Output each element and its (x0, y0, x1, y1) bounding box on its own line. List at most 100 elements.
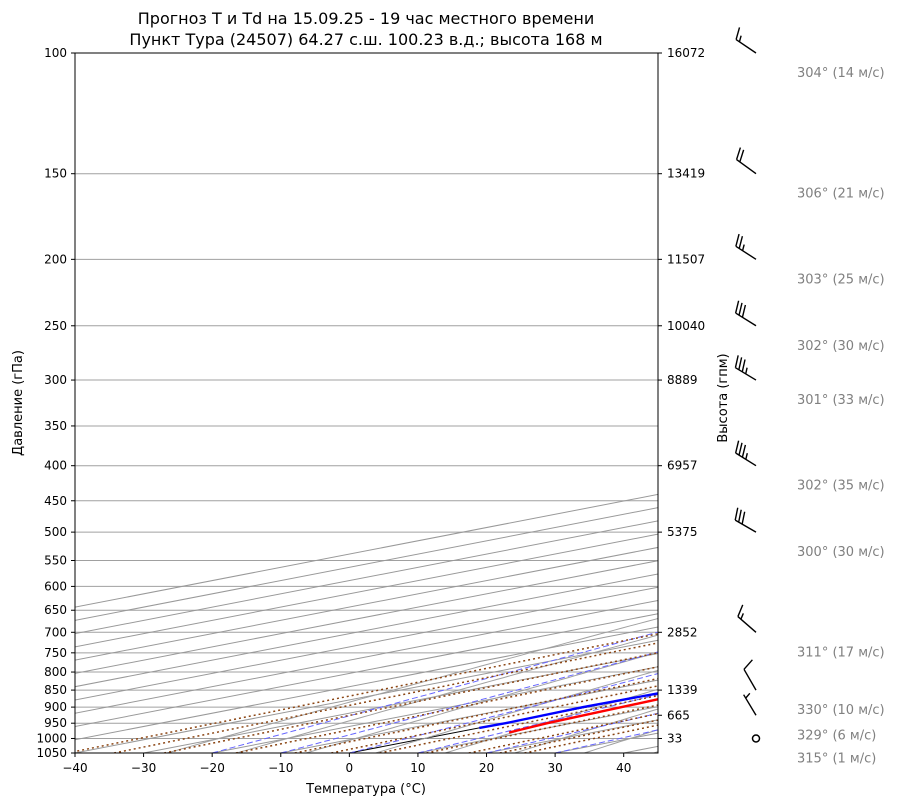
y-tick-label: 250 (44, 319, 67, 333)
wind-barb-feather (738, 442, 743, 456)
wind-barb-half-feather (738, 35, 742, 43)
background-lines (75, 53, 658, 753)
isotherm-line (143, 653, 658, 753)
height-tick-label: 665 (667, 708, 690, 722)
moist-adiabat-line (280, 651, 658, 753)
isotherm-line (75, 639, 658, 753)
y-tick-label: 450 (44, 494, 67, 508)
y-tick-label: 850 (44, 683, 67, 697)
y-tick-label: 950 (44, 716, 67, 730)
calm-wind-circle (751, 734, 761, 743)
y-tick-label: 350 (44, 419, 67, 433)
wind-barb-feather (734, 507, 739, 521)
wind-barb-feather (743, 659, 753, 670)
mixing-ratio-line (113, 642, 658, 753)
wind-label: 303° (25 м/с) (797, 272, 885, 287)
isotherm-line (75, 507, 658, 621)
wind-barb-feather (738, 302, 743, 316)
mixing-ratio-line (235, 666, 658, 753)
wind-barb (734, 507, 757, 533)
y-tick-label: 500 (44, 525, 67, 539)
wind-label: 306° (21 м/с) (797, 187, 885, 202)
height-tick-label: 6957 (667, 459, 698, 473)
wind-barb-feather (737, 509, 742, 523)
dry-adiabat-line (375, 669, 658, 753)
isotherm-line (75, 533, 658, 648)
wind-barb-feather (741, 359, 746, 372)
x-tick-label: 30 (547, 761, 562, 775)
height-tick-label: 1339 (667, 683, 698, 697)
wind-barb-half-feather (741, 244, 745, 251)
y-tick-label: 800 (44, 665, 67, 679)
wind-barb-feather (734, 300, 740, 314)
wind-barb-feather (734, 440, 740, 454)
y-tick-label: 750 (44, 646, 67, 660)
mixing-ratio-line (164, 651, 658, 753)
isotherm-line (75, 573, 658, 688)
axes: −40 −30 −20 −10 0 10 20 30 40 100 150 200 250 300 350 4… (36, 46, 705, 775)
height-axis-label: Высота (гпм) (716, 353, 731, 442)
wind-barb (735, 27, 757, 54)
height-tick-label: 8889 (667, 373, 698, 387)
mixing-ratio-line (331, 685, 658, 753)
wind-barb-feather (741, 444, 747, 458)
y-tick-label: 600 (44, 579, 67, 593)
chart-title-line1: Прогноз T и Td на 15.09.25 - 19 час мест… (138, 9, 594, 28)
x-axis-label: Температура (°C) (305, 782, 426, 797)
wind-barb-half-feather (745, 367, 748, 375)
wind-label: 304° (14 м/с) (797, 66, 885, 81)
wind-label: 302° (35 м/с) (797, 479, 885, 494)
wind-barb-half-feather (745, 453, 748, 460)
y-tick-label: 900 (44, 700, 67, 714)
isotherm-line (75, 520, 658, 635)
wind-barb-feather (735, 27, 741, 40)
y-tick-label: 100 (44, 46, 67, 60)
wind-barb-feather (738, 357, 743, 370)
wind-barb-staff (743, 668, 757, 691)
wind-label: 311° (17 м/с) (797, 645, 885, 660)
y-tick-label: 1050 (36, 746, 67, 760)
dry-adiabat-line (445, 688, 658, 753)
wind-barb (734, 300, 757, 327)
wind-barb (735, 233, 757, 260)
y-tick-label: 1000 (36, 731, 67, 745)
dry-adiabat-line (236, 634, 658, 753)
wind-barb-feather (735, 233, 740, 247)
wind-barb-feather (738, 236, 744, 249)
isotherm-line (75, 599, 658, 714)
y-axis-label: Давление (гПа) (11, 350, 26, 456)
x-tick-label: −30 (131, 761, 156, 775)
wind-barb-feather (734, 355, 739, 368)
wind-barb-feather (741, 304, 747, 318)
mixing-ratio-line (294, 677, 658, 753)
mixing-ratio-line (524, 724, 658, 753)
wind-barb (743, 659, 757, 691)
wind-label: 329° (6 м/с) (797, 728, 876, 743)
wind-barb-feather (737, 604, 744, 617)
wind-barb (735, 147, 757, 175)
height-tick-label: 16072 (667, 46, 705, 60)
x-tick-label: 0 (346, 761, 354, 775)
wind-barb (751, 734, 761, 743)
y-tick-label: 700 (44, 625, 67, 639)
height-tick-label: 11507 (667, 252, 705, 266)
y-tick-label: 300 (44, 373, 67, 387)
dry-adiabat-line (305, 651, 658, 753)
isotherm-line (75, 586, 658, 701)
wind-barb-feather (739, 149, 745, 163)
x-tick-label: 20 (479, 761, 494, 775)
mixing-ratio-line (75, 633, 658, 753)
y-tick-label: 550 (44, 554, 67, 568)
wind-barb-feather (741, 511, 746, 525)
wind-barb (734, 355, 757, 381)
isotherm-line (75, 626, 658, 741)
wind-label: 300° (30 м/с) (797, 545, 885, 560)
wind-barb (737, 604, 757, 633)
x-tick-label: −40 (62, 761, 87, 775)
wind-barb-half-feather (745, 692, 751, 699)
isotherm-line (75, 560, 658, 674)
y-tick-label: 400 (44, 459, 67, 473)
isotherm-line (75, 493, 658, 608)
x-tick-label: −10 (268, 761, 293, 775)
